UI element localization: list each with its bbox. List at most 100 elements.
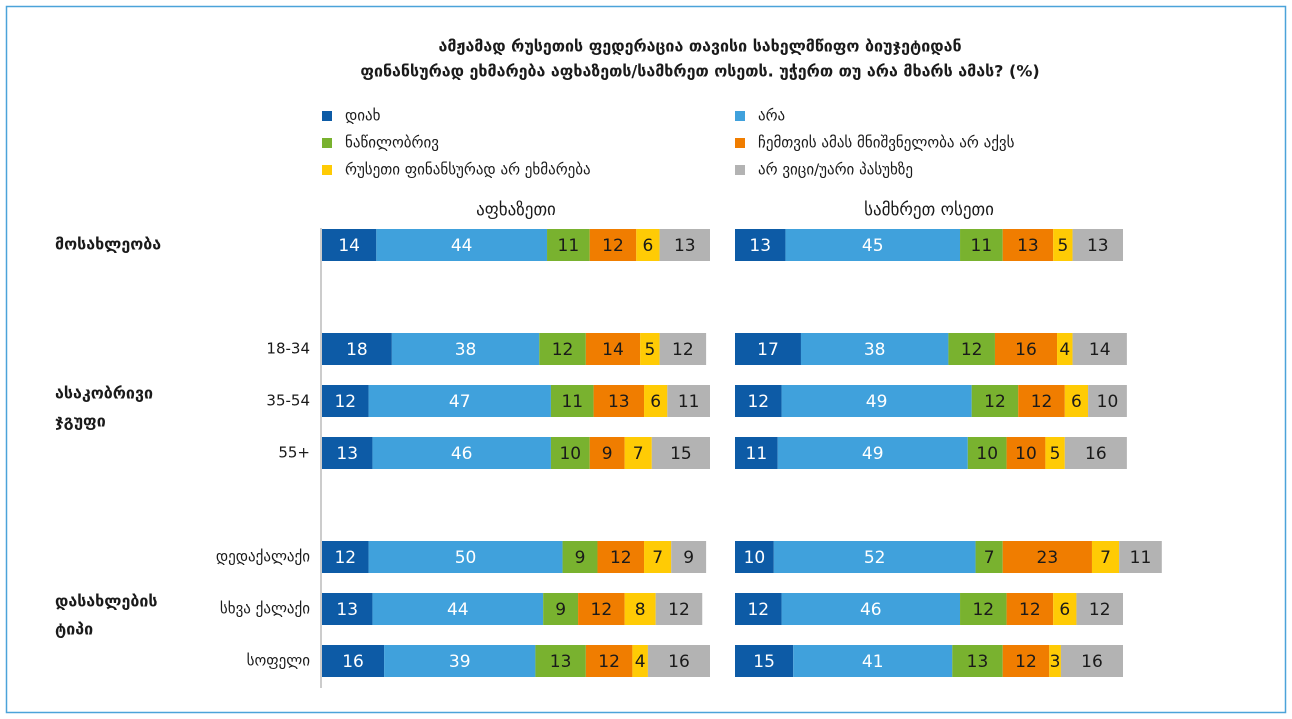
- legend-swatch: [735, 111, 745, 121]
- data-label: 12: [598, 652, 620, 672]
- legend-label: არა: [758, 107, 785, 125]
- bar-segment: [651, 437, 710, 469]
- data-label: 6: [1071, 392, 1082, 412]
- data-label: 9: [602, 444, 613, 464]
- bar-segment: [376, 229, 548, 261]
- bar-segment: [644, 385, 668, 417]
- data-label: 17: [757, 340, 779, 360]
- data-label: 23: [1037, 548, 1059, 568]
- data-label: 38: [455, 340, 477, 360]
- row-label: 55+: [278, 444, 310, 462]
- data-label: 9: [555, 600, 566, 620]
- bar-segment: [781, 593, 961, 625]
- bar-segment: [368, 541, 563, 573]
- data-label: 4: [1059, 340, 1070, 360]
- data-label: 12: [961, 340, 983, 360]
- data-label: 12: [1031, 392, 1053, 412]
- bar-segment: [1018, 385, 1065, 417]
- bar-segment: [781, 385, 972, 417]
- bar-segment: [1057, 333, 1073, 365]
- data-label: 10: [559, 444, 581, 464]
- bar-segment: [735, 645, 794, 677]
- bar-segment: [975, 541, 1003, 573]
- panel-title: აფხაზეთი: [476, 200, 556, 220]
- bar-segment: [773, 541, 976, 573]
- data-label: 12: [610, 548, 632, 568]
- data-label: 12: [591, 600, 613, 620]
- bar-segment: [647, 645, 710, 677]
- bar-segment: [1088, 385, 1127, 417]
- bar-segment: [1002, 541, 1092, 573]
- legend-label: ჩემთვის ამას მნიშვნელობა არ აქვს: [758, 134, 1015, 152]
- bar-segment: [967, 437, 1007, 469]
- bar-segment: [655, 593, 703, 625]
- data-label: 12: [668, 600, 690, 620]
- data-label: 12: [602, 236, 624, 256]
- bar-segment: [644, 541, 672, 573]
- data-label: 7: [984, 548, 995, 568]
- chart-title: ფინანსურად ეხმარება აფხაზეთს/სამხრეთ ოსე…: [360, 62, 1039, 81]
- data-label: 9: [575, 548, 586, 568]
- data-label: 6: [650, 392, 661, 412]
- panel-title: სამხრეთ ოსეთი: [864, 200, 994, 220]
- group-label: მოსახლეობა: [55, 235, 161, 254]
- data-label: 7: [633, 444, 644, 464]
- frame: [5, 5, 1287, 714]
- bar-segment: [952, 645, 1003, 677]
- data-label: 13: [1017, 236, 1039, 256]
- bar-segment: [735, 541, 774, 573]
- data-label: 10: [744, 548, 766, 568]
- bar-segment: [539, 333, 586, 365]
- bar-segment: [735, 229, 786, 261]
- bar-segment: [578, 593, 625, 625]
- bar-segment: [322, 645, 385, 677]
- data-label: 13: [674, 236, 696, 256]
- bar-segment: [597, 541, 645, 573]
- bar-segment: [322, 437, 373, 469]
- bar-segment: [994, 333, 1058, 365]
- bar-segment: [735, 385, 782, 417]
- bar-segment: [372, 437, 551, 469]
- data-label: 5: [1057, 236, 1068, 256]
- bar-segment: [1076, 593, 1123, 625]
- legend-label: ნაწილობრივ: [345, 134, 439, 152]
- data-label: 15: [670, 444, 692, 464]
- group-label: ტიპი: [55, 620, 93, 639]
- data-label: 12: [552, 340, 574, 360]
- data-label: 4: [635, 652, 646, 672]
- data-label: 46: [860, 600, 882, 620]
- bar-segment: [1072, 333, 1127, 365]
- bar-segment: [368, 385, 551, 417]
- legend-swatch: [735, 138, 745, 148]
- data-label: 12: [747, 392, 769, 412]
- data-label: 11: [558, 236, 580, 256]
- data-label: 12: [984, 392, 1006, 412]
- data-label: 18: [346, 340, 368, 360]
- data-label: 12: [747, 600, 769, 620]
- data-label: 44: [447, 600, 469, 620]
- legend-swatch: [322, 165, 332, 175]
- bar-segment: [322, 385, 369, 417]
- bar-segment: [1049, 645, 1061, 677]
- bar-segment: [671, 541, 707, 573]
- bar-segment: [800, 333, 949, 365]
- data-label: 12: [972, 600, 994, 620]
- bar-segment: [322, 333, 392, 365]
- data-label: 13: [336, 600, 358, 620]
- legend-label: რუსეთი ფინანსურად არ ეხმარება: [345, 161, 591, 179]
- bar-segment: [1091, 541, 1120, 573]
- data-label: 8: [635, 600, 646, 620]
- bar-segment: [659, 333, 707, 365]
- data-label: 12: [334, 548, 356, 568]
- bar-segment: [793, 645, 953, 677]
- bar-segment: [971, 385, 1019, 417]
- bar-segment: [547, 229, 590, 261]
- bar-segment: [624, 437, 652, 469]
- data-label: 12: [334, 392, 356, 412]
- bar-segment: [585, 333, 641, 365]
- bar-segment: [659, 229, 710, 261]
- bar-segment: [1060, 645, 1123, 677]
- bar-segment: [550, 385, 594, 417]
- data-label: 52: [864, 548, 886, 568]
